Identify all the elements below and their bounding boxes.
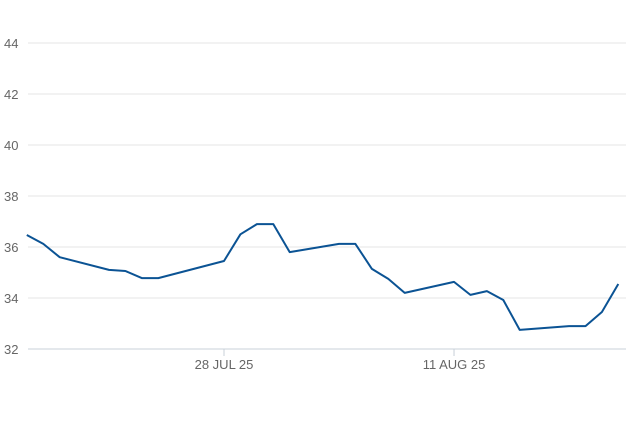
x-tick-label: 11 AUG 25 (423, 357, 486, 372)
y-tick-label: 40 (4, 138, 18, 153)
y-tick-label: 36 (4, 240, 18, 255)
y-tick-label: 38 (4, 189, 18, 204)
y-tick-label: 42 (4, 87, 18, 102)
y-tick-label: 34 (4, 291, 18, 306)
series-line (26, 223, 620, 331)
x-tick-label: 28 JUL 25 (195, 357, 254, 372)
y-tick-label: 32 (4, 342, 18, 357)
y-tick-label: 44 (4, 36, 18, 51)
